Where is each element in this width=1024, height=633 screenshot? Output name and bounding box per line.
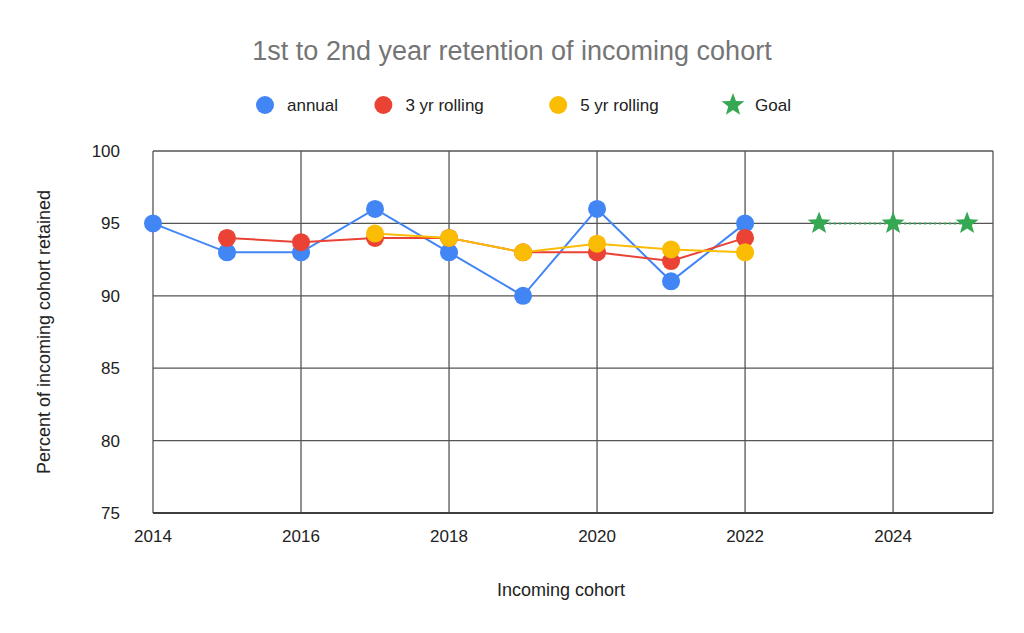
x-grid-line (448, 151, 449, 513)
legend: annual 3 yr rolling 5 yr rolling Goal (256, 93, 791, 115)
series (808, 211, 979, 233)
x-grid-line (300, 151, 301, 513)
y-tick-label: 95 (101, 214, 120, 233)
circle-marker (662, 240, 680, 258)
series (144, 200, 754, 305)
circle-marker (514, 243, 532, 261)
y-tick-label: 75 (101, 504, 120, 523)
x-grid-line (892, 151, 893, 513)
legend-label: Goal (755, 96, 791, 115)
plot-area (144, 200, 979, 305)
y-tick-label: 80 (101, 432, 120, 451)
series-line (153, 209, 745, 296)
x-tick-label: 2024 (874, 527, 912, 546)
circle-marker (514, 287, 532, 305)
y-tick-label: 85 (101, 359, 120, 378)
x-tick-label: 2014 (134, 527, 172, 546)
circle-marker (440, 229, 458, 247)
y-grid-line (153, 295, 993, 296)
star-marker (808, 211, 831, 233)
x-tick-label: 2022 (726, 527, 764, 546)
y-grid-line (153, 150, 993, 151)
x-axis-title: Incoming cohort (497, 580, 625, 600)
star-marker (956, 211, 979, 233)
circle-marker (736, 243, 754, 261)
x-tick-label: 2020 (578, 527, 616, 546)
legend-marker (374, 96, 392, 114)
chart: 1st to 2nd year retention of incoming co… (0, 0, 1024, 633)
title: 1st to 2nd year retention of incoming co… (252, 36, 772, 66)
circle-marker (588, 200, 606, 218)
star-marker (882, 211, 905, 233)
circle-marker (514, 243, 532, 261)
y-axis-title: Percent of incoming cohort retained (34, 190, 54, 474)
circle-marker (366, 225, 384, 243)
circle-marker (292, 233, 310, 251)
circle-marker (662, 272, 680, 290)
y-tick-label: 100 (92, 142, 120, 161)
circle-marker (218, 229, 236, 247)
circle-marker (144, 214, 162, 232)
legend-marker (549, 96, 567, 114)
background (0, 0, 1024, 633)
plot-frame (992, 151, 993, 513)
x-axis-line (153, 512, 993, 513)
x-grid-line (152, 151, 153, 513)
series (218, 229, 754, 270)
x-tick-label: 2018 (430, 527, 468, 546)
series-line (375, 234, 745, 253)
y-tick-label: 90 (101, 287, 120, 306)
legend-label: 3 yr rolling (405, 96, 483, 115)
circle-marker (366, 200, 384, 218)
legend-marker (722, 93, 745, 115)
y-grid-line (153, 512, 993, 513)
series (366, 225, 754, 262)
y-grid-line (153, 223, 993, 224)
grid (153, 151, 993, 513)
x-tick-label: 2016 (282, 527, 320, 546)
legend-label: 5 yr rolling (580, 96, 658, 115)
y-grid-line (153, 440, 993, 441)
y-grid-line (153, 368, 993, 369)
circle-marker (440, 229, 458, 247)
legend-marker (256, 96, 274, 114)
legend-label: annual (287, 96, 338, 115)
circle-marker (588, 235, 606, 253)
x-grid-line (744, 151, 745, 513)
